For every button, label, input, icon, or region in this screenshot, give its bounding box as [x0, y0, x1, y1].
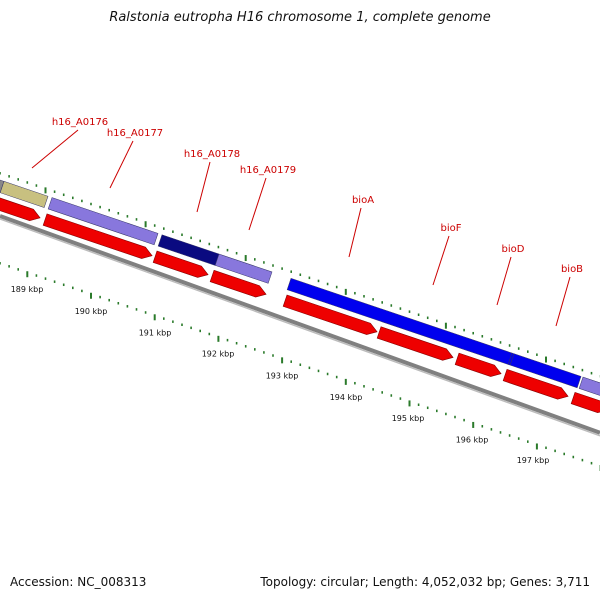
- gene-label-biob: bioB: [561, 264, 583, 275]
- cds-arrow: [152, 250, 209, 278]
- accession-label: Accession: NC_008313: [10, 575, 147, 589]
- gene-label-h16_a0179: h16_A0179: [240, 165, 296, 176]
- callout-line: [348, 207, 362, 258]
- gene-feature-box: [47, 197, 159, 246]
- cds-arrow: [282, 294, 378, 335]
- callout-line: [248, 177, 267, 231]
- callout-line: [555, 276, 571, 327]
- gene-feature-box: [214, 253, 273, 284]
- cds-arrow: [209, 269, 267, 298]
- kbp-label: 191 kbp: [139, 328, 172, 337]
- kbp-label: 192 kbp: [202, 350, 235, 359]
- callout-line: [432, 235, 450, 286]
- kbp-label: 189 kbp: [11, 285, 44, 294]
- gene-label-h16_a0178: h16_A0178: [184, 149, 240, 160]
- kbp-label: 195 kbp: [392, 414, 425, 423]
- gene-label-bioa: bioA: [352, 195, 374, 206]
- kbp-label: 193 kbp: [266, 371, 299, 380]
- gene-feature-box: [0, 181, 49, 208]
- cds-arrow: [570, 391, 600, 413]
- cds-arrow: [376, 326, 454, 361]
- cds-arrow-track: [0, 194, 600, 413]
- callout-line: [109, 140, 134, 189]
- cds-arrow: [42, 213, 153, 259]
- kbp-scale-labels: 189 kbp 190 kbp 191 kbp 192 kbp 193 kbp 194 k…: [11, 285, 550, 465]
- gene-label-h16_a0176: h16_A0176: [52, 117, 108, 128]
- map-title: Ralstonia eutropha H16 chromosome 1, com…: [109, 10, 491, 25]
- kbp-label: 196 kbp: [456, 436, 489, 445]
- gene-feature-box: [286, 278, 513, 365]
- gene-label-biof: bioF: [441, 223, 462, 234]
- genome-summary: Topology: circular; Length: 4,052,032 bp…: [260, 575, 590, 589]
- cds-arrow: [502, 368, 569, 400]
- callout-line: [196, 161, 211, 213]
- kbp-label: 190 kbp: [75, 307, 108, 316]
- gene-label-h16_a0177: h16_A0177: [107, 128, 163, 139]
- cds-arrow: [0, 194, 41, 221]
- callout-line: [496, 256, 512, 306]
- inner-tick-row: [0, 262, 600, 472]
- backbone-line: [0, 214, 600, 435]
- gene-label-biod: bioD: [502, 244, 525, 255]
- backbone-shadow: [0, 218, 600, 437]
- kbp-label: 197 kbp: [517, 456, 550, 465]
- outer-tick-row: [0, 172, 600, 378]
- backbone: [0, 214, 600, 437]
- kbp-label: 194 kbp: [330, 393, 363, 402]
- cds-arrow: [454, 352, 502, 377]
- gene-feature-track: [0, 176, 600, 398]
- gene-feature-box: [578, 376, 600, 398]
- callout-line: [31, 129, 79, 169]
- gene-feature-box: [509, 353, 582, 389]
